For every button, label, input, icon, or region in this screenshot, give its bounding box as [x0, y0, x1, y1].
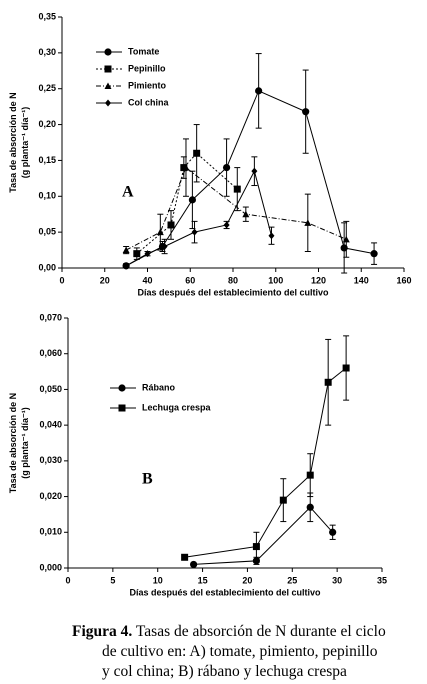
marker [223, 221, 230, 229]
y-tick-label: 0,070 [39, 312, 62, 322]
legend-marker [104, 82, 112, 89]
series-line [125, 166, 347, 251]
panel-label: A [122, 184, 134, 201]
x-tick-label: 0 [59, 275, 64, 285]
legend-marker [118, 404, 126, 412]
caption-text: y col china; B) rábano y lechuga crespa [102, 663, 347, 680]
marker [180, 164, 188, 172]
x-tick-label: 20 [242, 575, 252, 585]
x-tick-label: 60 [185, 275, 195, 285]
x-axis-label: Días después del establecimiento del cul… [129, 587, 321, 597]
x-tick-label: 10 [153, 575, 163, 585]
y-tick-label: 0,060 [39, 348, 62, 358]
legend-label: Lechuga crespa [142, 402, 212, 412]
caption: Figura 4. Tasas de absorción de N durant… [72, 622, 417, 682]
marker [181, 553, 189, 561]
x-axis-label: Días después del establecimiento del cul… [137, 287, 329, 297]
marker [167, 221, 175, 229]
marker [255, 87, 263, 95]
legend-label: Tomate [128, 46, 159, 56]
marker [156, 228, 164, 236]
y-axis-label-line: Tasa de absorción de N [8, 92, 18, 192]
marker [190, 560, 198, 569]
marker [324, 378, 332, 386]
y-tick-label: 0,15 [38, 155, 56, 165]
marker [222, 164, 231, 172]
x-tick-label: 100 [268, 275, 283, 285]
marker [182, 164, 190, 171]
y-axis-label-line: Tasa de absorción de N [8, 393, 18, 493]
marker [161, 242, 168, 250]
marker [342, 235, 350, 243]
y-axis-label-line: (g planta⁻¹ día⁻¹) [20, 107, 30, 179]
caption-line: Figura 4. Tasas de absorción de N durant… [72, 622, 417, 642]
x-tick-label: 5 [110, 575, 115, 585]
x-tick-label: 40 [142, 275, 152, 285]
x-tick-label: 25 [287, 575, 297, 585]
marker [191, 228, 198, 236]
marker [188, 196, 196, 204]
marker [306, 503, 314, 511]
marker [251, 167, 258, 175]
marker [279, 496, 287, 504]
marker [306, 471, 314, 479]
y-axis-label: Tasa de absorción de N (g planta⁻¹ día⁻¹) [8, 92, 30, 192]
legend-label: Rábano [142, 382, 176, 392]
panel-label: B [142, 471, 153, 488]
y-tick-label: 0,050 [39, 384, 62, 394]
y-tick-label: 0,040 [39, 420, 62, 430]
y-tick-label: 0,05 [38, 227, 56, 237]
legend-marker [104, 65, 112, 73]
caption-label: Figura 4. [72, 623, 133, 640]
y-tick-label: 0,030 [39, 455, 62, 465]
y-tick-label: 0,020 [39, 491, 62, 501]
series-line [193, 506, 334, 565]
legend-label: Pepinillo [128, 63, 166, 73]
x-tick-label: 15 [198, 575, 208, 585]
marker [233, 185, 241, 193]
marker [252, 543, 260, 551]
marker [242, 210, 250, 218]
y-tick-label: 0,10 [38, 191, 56, 201]
y-axis-label: Tasa de absorción de N (g planta⁻¹ día⁻¹) [8, 393, 30, 493]
y-tick-label: 0,20 [38, 119, 56, 129]
marker [304, 219, 312, 226]
caption-text: de cultivo en: A) tomate, pimiento, pepi… [102, 643, 378, 660]
legend-marker [104, 48, 112, 56]
y-axis-label-line: (g planta⁻¹ día⁻¹) [20, 407, 30, 479]
x-tick-label: 30 [332, 575, 342, 585]
marker [268, 232, 275, 240]
legend-marker [105, 99, 111, 107]
x-tick-label: 35 [377, 575, 387, 585]
marker [302, 108, 310, 116]
x-tick-label: 20 [100, 275, 110, 285]
legend-label: Pimiento [128, 80, 167, 90]
x-tick-label: 140 [354, 275, 369, 285]
marker [329, 528, 337, 536]
y-tick-label: 0,010 [39, 527, 62, 537]
series-line [184, 367, 347, 558]
caption-text: Tasas de absorción de N durante el ciclo [135, 623, 386, 640]
x-tick-label: 120 [311, 275, 326, 285]
y-tick-label: 0,000 [39, 562, 62, 572]
legend-label: Col china [128, 97, 169, 107]
marker [122, 246, 130, 254]
figure: 0,00 0,05 0,10 0,15 0,20 0,25 0,30 0,35 0 20 40 60 8… [8, 11, 411, 597]
y-tick-label: 0,30 [38, 47, 56, 57]
marker [370, 250, 378, 258]
marker [123, 262, 130, 270]
y-tick-label: 0,00 [38, 262, 56, 272]
x-tick-label: 80 [228, 275, 238, 285]
series-line [125, 90, 375, 267]
marker [193, 149, 201, 157]
legend-marker [118, 384, 126, 392]
y-tick-label: 0,25 [38, 83, 56, 93]
y-tick-label: 0,35 [38, 11, 56, 21]
marker [342, 364, 350, 372]
x-tick-label: 160 [396, 275, 411, 285]
marker [144, 250, 151, 258]
x-tick-label: 0 [65, 575, 70, 585]
marker [133, 250, 141, 258]
